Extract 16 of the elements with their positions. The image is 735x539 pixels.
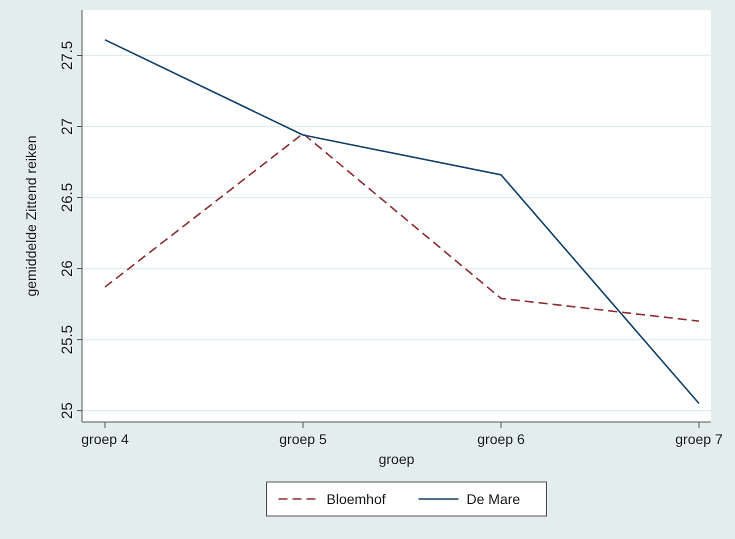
y-tick-label: 27 — [59, 118, 76, 135]
legend-label: Bloemhof — [326, 491, 386, 507]
x-axis-title: groep — [378, 451, 415, 467]
x-tick-label: groep 5 — [279, 431, 327, 447]
x-tick-label: groep 4 — [81, 431, 129, 447]
y-tick-label: 26.5 — [59, 182, 76, 212]
x-tick-label: groep 6 — [477, 431, 525, 447]
y-tick-label: 25 — [59, 402, 76, 419]
y-tick-label: 26 — [59, 260, 76, 277]
y-axis-title: gemiddelde Zittend reiken — [23, 135, 39, 297]
x-tick-label: groep 7 — [675, 431, 723, 447]
line-series — [104, 132, 700, 322]
legend-label: De Mare — [466, 491, 520, 507]
line-series — [104, 39, 700, 404]
y-tick-label: 25.5 — [59, 325, 76, 354]
y-tick-label: 27.5 — [59, 40, 76, 70]
